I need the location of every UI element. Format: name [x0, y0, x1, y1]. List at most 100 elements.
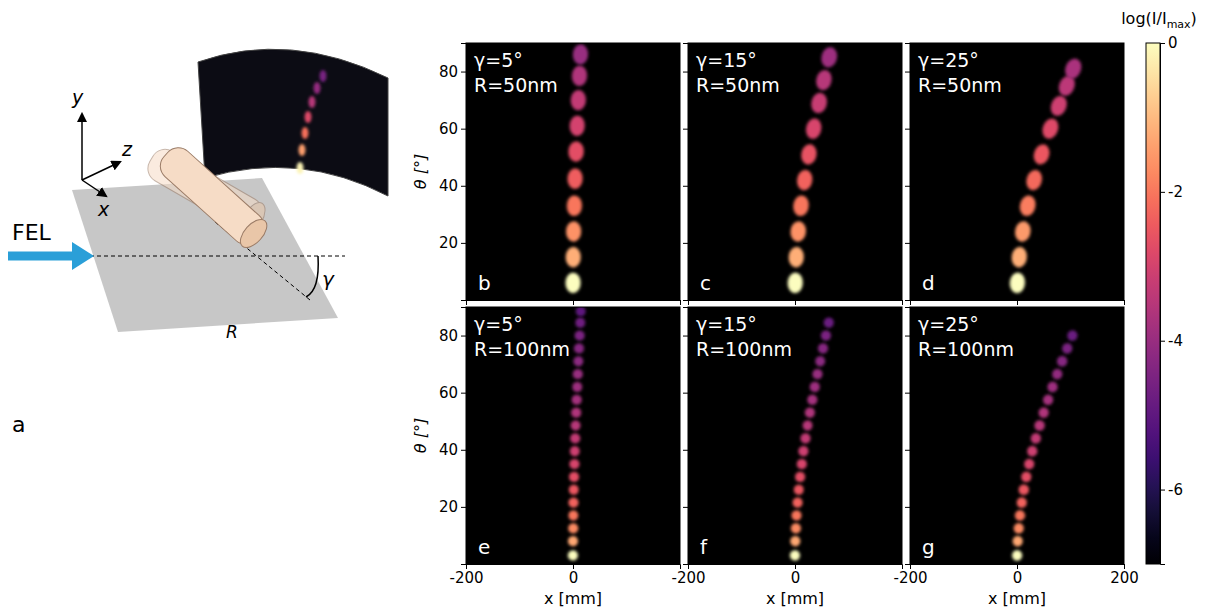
- spot: [1011, 246, 1028, 268]
- x-axis: [911, 300, 1125, 305]
- y-axis: [683, 44, 689, 301]
- y-tick: [905, 393, 910, 394]
- schematic-label: R: [226, 322, 238, 342]
- spot: [1014, 510, 1026, 522]
- beam-label: FEL: [12, 220, 52, 245]
- plot-background: [910, 307, 1124, 564]
- x-axis-line: [911, 301, 1125, 306]
- spot: [787, 272, 803, 293]
- spot: [791, 523, 802, 534]
- spot: [814, 355, 826, 367]
- spot: [1012, 550, 1023, 561]
- panel: γ=15°R=50nmc: [683, 43, 903, 305]
- x-tick: 0: [1013, 564, 1023, 587]
- y-tick: [683, 186, 688, 187]
- y-tick: [683, 243, 688, 244]
- spot: [1009, 272, 1026, 294]
- y-tick-mark: [461, 336, 466, 337]
- x-axis-title: x [mm]: [544, 589, 602, 608]
- x-tick-label: -200: [449, 569, 483, 587]
- y-tick: [905, 507, 910, 508]
- spot: [798, 445, 810, 457]
- y-axis-line: [905, 308, 911, 565]
- spot: [792, 497, 803, 508]
- y-tick-mark: [461, 393, 466, 394]
- schematic: yzxRγFELa: [8, 49, 388, 437]
- y-tick-label: 60: [439, 120, 458, 138]
- marks: [1009, 56, 1084, 293]
- y-axis: [905, 308, 911, 565]
- annotation: γ=15°: [696, 49, 757, 71]
- spot: [800, 432, 812, 444]
- x-tick-label: -200: [893, 569, 927, 587]
- colorbar-tick: -4: [1160, 332, 1183, 350]
- spot: [1014, 220, 1033, 243]
- x-tick-label: -200: [671, 569, 705, 587]
- y-tick: [905, 129, 910, 130]
- x-tick-mark: [680, 300, 681, 305]
- x-tick-mark: [573, 300, 574, 305]
- y-tick-mark: [683, 186, 688, 187]
- y-tick: [905, 336, 910, 337]
- spot: [1024, 168, 1044, 192]
- plot-frame: [688, 307, 902, 564]
- x-axis-title: x [mm]: [988, 589, 1046, 608]
- spot: [569, 115, 585, 136]
- spot: [1055, 354, 1069, 368]
- panel-letter: a: [12, 412, 25, 437]
- beam-arrow: [8, 252, 74, 261]
- x-tick: [795, 300, 796, 305]
- spot: [806, 394, 818, 406]
- spot: [819, 45, 839, 69]
- spot: [811, 368, 823, 380]
- spot: [571, 65, 587, 86]
- plot-background: [688, 43, 902, 300]
- spot: [1050, 367, 1063, 381]
- spot: [570, 420, 581, 431]
- plot-frame: [910, 43, 1124, 300]
- y-tick-mark: [683, 450, 688, 451]
- spot: [571, 407, 582, 418]
- x-tick: [680, 300, 681, 305]
- marks: [790, 316, 835, 560]
- annotation: R=100nm: [474, 338, 570, 360]
- spot: [569, 459, 579, 470]
- detector-spot: [297, 162, 304, 174]
- spot: [573, 369, 584, 380]
- colorbar-tick-mark: [1160, 341, 1165, 342]
- y-tick-mark: [905, 243, 910, 244]
- spot: [817, 342, 829, 354]
- spot: [1012, 536, 1023, 547]
- y-tick-mark: [905, 507, 910, 508]
- spot: [1033, 419, 1046, 432]
- spot: [1048, 93, 1070, 118]
- spot: [572, 44, 588, 65]
- y-tick-mark: [905, 450, 910, 451]
- plot-frame: [466, 43, 680, 300]
- plot-frame: [466, 307, 680, 564]
- annotation: R=100nm: [918, 338, 1014, 360]
- x-tick: -200: [449, 564, 483, 587]
- spot: [1023, 458, 1036, 471]
- colorbar-tick-label: -6: [1168, 481, 1183, 499]
- spot: [1062, 56, 1084, 81]
- marks: [568, 307, 586, 561]
- spot: [568, 523, 578, 533]
- spot: [568, 497, 578, 507]
- x-axis: -2000: [671, 564, 902, 587]
- y-axis-line: [683, 44, 689, 301]
- spot: [804, 117, 823, 140]
- spot: [1029, 432, 1042, 445]
- colorbar-tick-mark: [1160, 43, 1165, 44]
- y-tick: [683, 507, 688, 508]
- detector: [198, 49, 388, 196]
- y-axis-line: [905, 44, 911, 301]
- spot: [574, 330, 585, 341]
- plot-frame: [910, 307, 1124, 564]
- y-tick-mark: [905, 186, 910, 187]
- schematic-label: y: [71, 86, 84, 108]
- x-tick: [902, 300, 903, 305]
- figure: yzxRγFELa20406080θ [°]γ=5°R=50nmbγ=15°R=…: [0, 0, 1222, 614]
- detector-spot: [314, 82, 321, 94]
- spot: [572, 382, 583, 393]
